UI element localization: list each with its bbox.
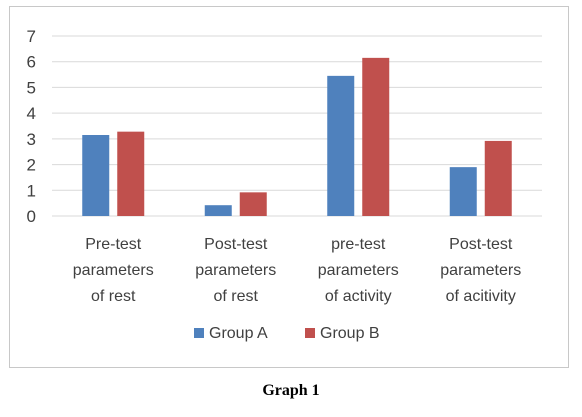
legend-label: Group A [209, 325, 268, 342]
y-tick-label: 0 [27, 207, 36, 226]
category-label-line: Post-test [449, 236, 513, 253]
y-tick-label: 4 [27, 104, 36, 123]
category-label-line: of activity [325, 288, 392, 305]
legend-swatch [194, 328, 204, 338]
bar-group-b [239, 192, 267, 216]
legend-swatch [305, 328, 315, 338]
legend: Group A Group B [194, 325, 380, 342]
category-label-line: parameters [440, 262, 521, 279]
figure-caption: Graph 1 [262, 382, 320, 399]
category-label-line: Post-test [204, 236, 268, 253]
bars [82, 57, 512, 216]
category-label: Post-test parameters of rest [195, 236, 276, 305]
y-tick-label: 7 [27, 27, 36, 46]
bar-group-a [204, 205, 232, 216]
category-label-line: of rest [214, 288, 259, 305]
bar-group-b [484, 140, 512, 216]
category-labels: Pre-test parameters of rest Post-test parame… [73, 236, 521, 305]
category-label-line: of acitivity [446, 288, 516, 305]
legend-label: Group B [320, 325, 380, 342]
category-label-line: parameters [195, 262, 276, 279]
category-label-line: parameters [318, 262, 399, 279]
category-label-line: pre-test [331, 236, 386, 253]
y-tick-label: 6 [27, 53, 36, 72]
y-axis-ticks: 0 1 2 3 4 5 6 7 [27, 27, 36, 226]
category-label: Pre-test parameters of rest [73, 236, 154, 305]
category-label: pre-test parameters of activity [318, 236, 399, 305]
y-tick-label: 2 [27, 156, 36, 175]
y-tick-label: 1 [27, 181, 36, 200]
category-label: Post-test parameters of acitivity [440, 236, 521, 305]
y-tick-label: 5 [27, 78, 36, 97]
bar-group-a [449, 167, 477, 216]
category-label-line: of rest [91, 288, 136, 305]
bar-group-a [82, 135, 110, 216]
category-label-line: parameters [73, 262, 154, 279]
bar-group-b [117, 131, 145, 216]
y-tick-label: 3 [27, 130, 36, 149]
category-label-line: Pre-test [85, 236, 142, 253]
bar-group-a [327, 75, 355, 216]
bar-group-b [362, 57, 390, 216]
